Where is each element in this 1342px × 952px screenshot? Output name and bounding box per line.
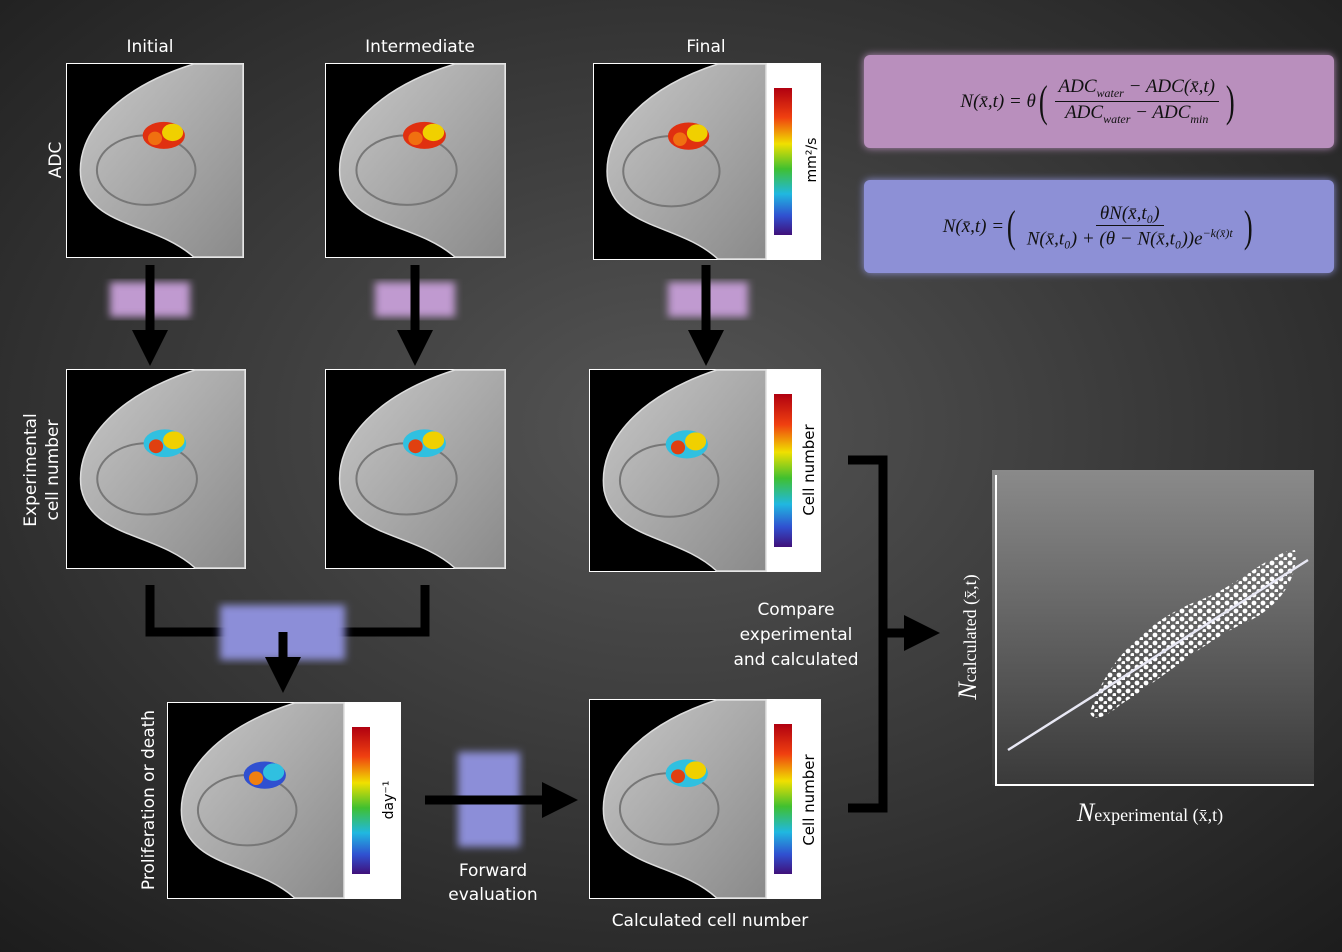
equation-lhs: N(x̄,t) = [943,216,1004,238]
y-axis-label: Ncalculated (x̄,t) [953,527,983,747]
colorbar [774,88,792,235]
denominator: N(x̄,t₀) + (θ − N(x̄,t₀))e−k(x̄)t [1023,226,1237,250]
lesion [408,132,422,146]
colorbar [774,724,792,874]
image-panel [66,63,244,258]
term: ADC [1065,102,1103,123]
image-panel [325,369,506,569]
row-label: Experimental [21,413,41,526]
lesion [423,431,444,449]
lesion [671,440,685,454]
term: − ADC(x̄,t) [1129,76,1215,97]
term: ADC [1059,76,1097,97]
symbol: N [1077,798,1094,827]
subscript: water [1103,112,1130,126]
equation-box: N(x̄,t) = θ ( ADCwater − ADC(x̄,t) ADCwa… [864,55,1334,148]
image-panel [589,699,821,899]
numerator: θN(x̄,t₀) [1096,203,1164,226]
lesion [673,132,687,146]
x-axis-label: Nexperimental (x̄,t) [1040,798,1260,828]
lesion [423,124,444,141]
equation-lhs: N(x̄,t) = θ [960,91,1035,113]
lesion [148,132,162,146]
lesion [685,432,706,450]
row-label: ADC [46,142,66,179]
column-header: Final [686,37,725,57]
colorbar-label: mm²/s [804,138,820,183]
image-panel [66,369,246,569]
lesion [671,769,685,783]
label-text: experimental (x̄,t) [1094,805,1223,825]
equation-box: N(x̄,t) = ( θN(x̄,t₀) N(x̄,t₀) + (θ − N(… [864,180,1334,273]
subscript: water [1097,86,1124,100]
lesion [249,771,263,785]
superscript: −k(x̄)t [1203,226,1233,240]
image-panel [325,63,506,258]
colorbar-label: Cell number [800,423,818,515]
annotation: Forward [459,861,527,881]
annotation: experimental [740,625,853,645]
annotation: Calculated cell number [612,911,809,931]
annotation: Compare [757,600,834,620]
image-panel [593,63,821,260]
column-header: Intermediate [365,37,475,57]
column-header: Initial [126,37,173,57]
paren: ) [1244,205,1253,249]
term: N(x̄,t₀) + (θ − N(x̄,t₀))e [1027,228,1203,249]
image-panel [167,702,401,899]
row-label: Proliferation or death [139,710,159,890]
paren: ( [1007,205,1016,249]
lesion [163,431,184,449]
colorbar-label: day⁻¹ [381,781,397,820]
lesion [687,124,708,142]
paren: ( [1039,80,1048,124]
numerator: ADCwater − ADC(x̄,t) [1055,76,1219,102]
annotation: evaluation [448,885,537,905]
scatter-panel [992,470,1314,785]
label-text: calculated (x̄,t) [960,574,980,682]
term: − ADC [1135,102,1190,123]
image-panel [589,369,821,572]
paren: ) [1226,80,1235,124]
lesion [149,439,163,453]
page: Initial Intermediate Final ADC Experimen… [0,0,1342,952]
colorbar-label: Cell number [800,753,818,845]
colorbar [352,727,370,874]
colorbar [774,394,792,547]
symbol: N [953,682,982,699]
fraction: θN(x̄,t₀) N(x̄,t₀) + (θ − N(x̄,t₀))e−k(x… [1023,203,1237,250]
lesion [408,439,422,453]
lesion [162,124,183,141]
annotation: and calculated [733,650,858,670]
lesion [685,761,706,779]
fraction: ADCwater − ADC(x̄,t) ADCwater − ADCmin [1055,76,1219,127]
lesion [263,763,284,781]
denominator: ADCwater − ADCmin [1061,102,1212,127]
subscript: min [1190,112,1208,126]
row-label: cell number [43,419,63,520]
